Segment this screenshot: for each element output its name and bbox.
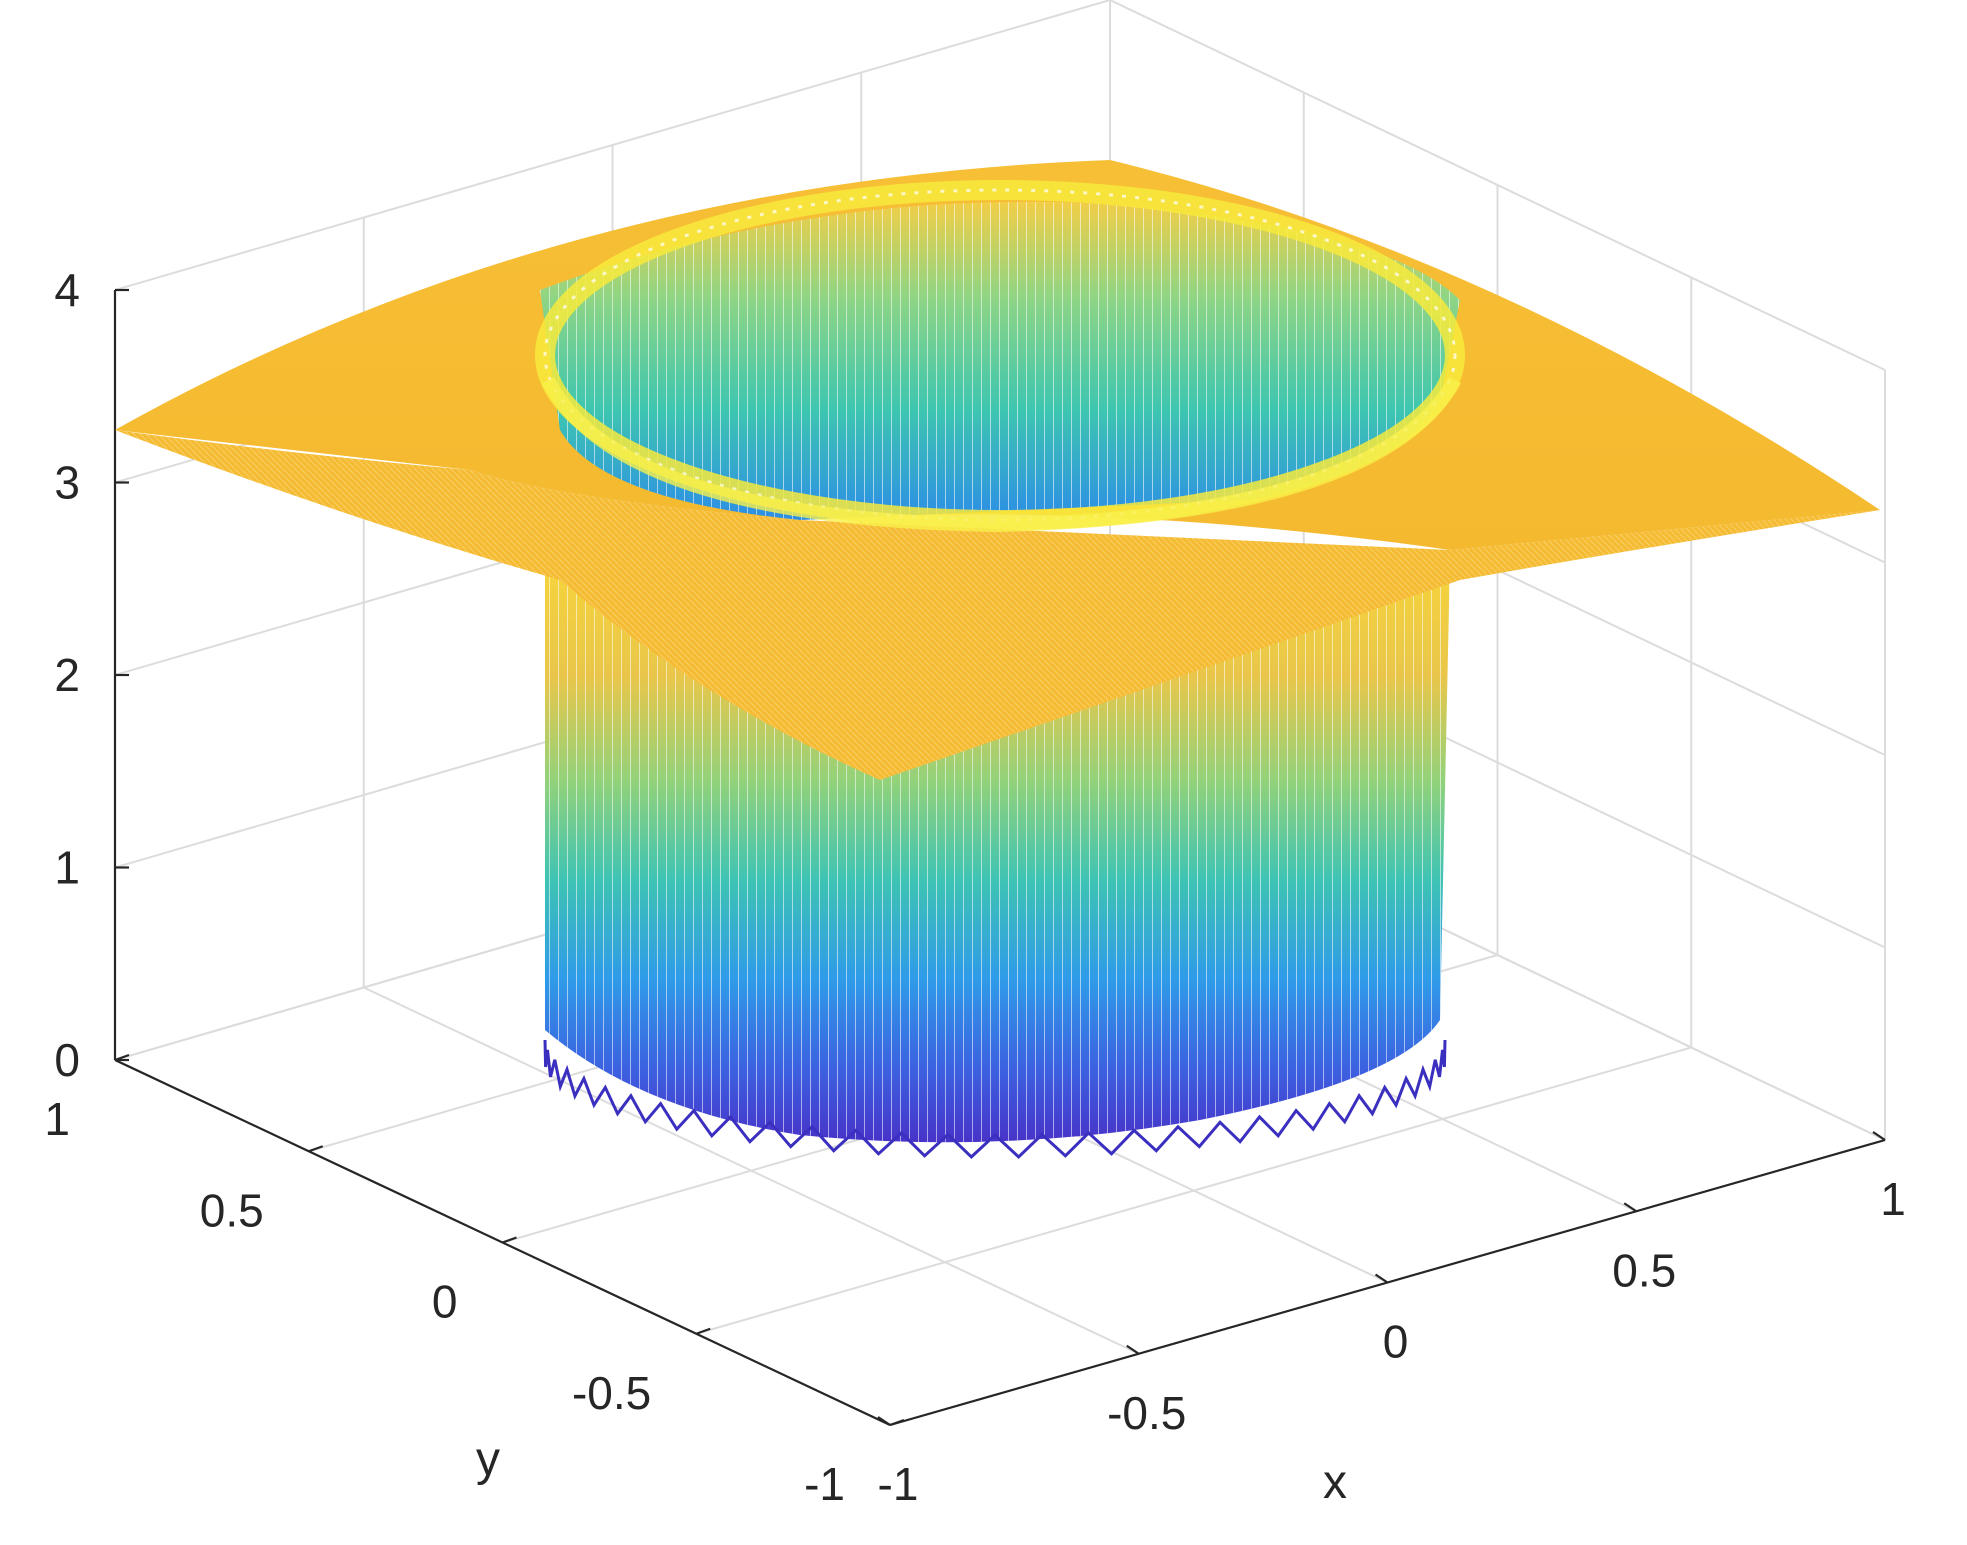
z-tick-label: 2 — [54, 649, 80, 701]
y-tick-label: -0.5 — [572, 1367, 651, 1419]
x-tick — [1374, 1273, 1389, 1284]
y-tick — [695, 1327, 711, 1335]
front-rim-highlight — [541, 376, 1462, 533]
y-axis-title: y — [476, 1433, 500, 1486]
y-tick — [308, 1145, 324, 1153]
surface-mesh — [115, 160, 1880, 1159]
y-tick — [889, 1418, 905, 1427]
z-tick-label: 1 — [54, 842, 80, 894]
y-tick-label: 0.5 — [200, 1184, 264, 1236]
floor-grid-y — [695, 1046, 1692, 1335]
x-tick-label: -1 — [878, 1458, 919, 1510]
y-tick-label: 0 — [432, 1276, 458, 1328]
inner-well-mesh — [540, 201, 1460, 521]
rim-ripples — [543, 188, 1457, 522]
x-tick-label: 0 — [1383, 1316, 1409, 1368]
y-tick-label: -1 — [804, 1458, 845, 1510]
x-tick — [1872, 1131, 1886, 1141]
z-tick-label: 3 — [54, 457, 80, 509]
x-tick-label: 1 — [1880, 1173, 1906, 1225]
z-tick-label: 0 — [54, 1034, 80, 1086]
wall-bottom-edge — [543, 1039, 1447, 1159]
x-tick — [1126, 1344, 1140, 1355]
tick-marks — [114, 288, 1886, 1427]
tick-labels: -1 -0.5 0 0.5 1 -1 -0.5 0 0.5 1 0 1 2 3 4 — [44, 264, 1905, 1510]
x-tick-label: -0.5 — [1107, 1387, 1186, 1439]
z-tick-label: 4 — [54, 264, 80, 316]
back-wall-grid-z — [114, 0, 1111, 291]
y-tick-label: 1 — [44, 1093, 70, 1145]
y-tick — [502, 1236, 517, 1244]
side-wall-grid-z — [1109, 0, 1886, 371]
x-tick — [877, 1416, 891, 1426]
plateau-front-mesh — [115, 430, 1880, 780]
x-tick-label: 0.5 — [1612, 1244, 1676, 1296]
x-axis-title: x — [1323, 1456, 1347, 1509]
x-tick — [1623, 1202, 1637, 1213]
